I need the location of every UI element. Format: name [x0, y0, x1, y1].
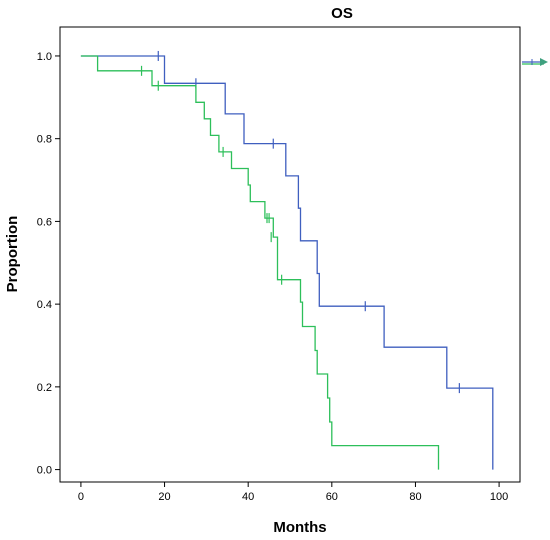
y-axis-label: Proportion — [4, 216, 21, 293]
x-tick-label: 60 — [326, 491, 338, 503]
series-2 — [80, 55, 440, 470]
x-tick-label: 100 — [490, 491, 508, 503]
y-tick-label: 0.8 — [37, 134, 52, 146]
series-layer — [80, 50, 494, 470]
y-tick-label: 1.0 — [37, 51, 52, 63]
axis-ticks: 0 20 40 60 80 100 0.0 0.2 0.4 0.6 0.8 1.0 — [37, 51, 509, 503]
x-tick-label: 0 — [78, 491, 84, 503]
chart-title: OS — [331, 5, 353, 22]
legend-fragment — [522, 58, 548, 66]
legend-arrow-icon — [540, 58, 548, 66]
x-tick-label: 40 — [242, 491, 254, 503]
x-tick-label: 20 — [158, 491, 170, 503]
survival-curve — [80, 55, 440, 470]
plot-frame — [59, 26, 521, 483]
x-axis-label: Months — [273, 519, 326, 536]
y-tick-label: 0.2 — [37, 382, 52, 394]
series-1 — [80, 50, 494, 470]
x-tick-label: 80 — [409, 491, 421, 503]
survival-curve — [80, 55, 494, 470]
y-tick-label: 0.4 — [37, 299, 52, 311]
y-tick-label: 0.0 — [37, 465, 52, 477]
y-tick-label: 0.6 — [37, 216, 52, 228]
